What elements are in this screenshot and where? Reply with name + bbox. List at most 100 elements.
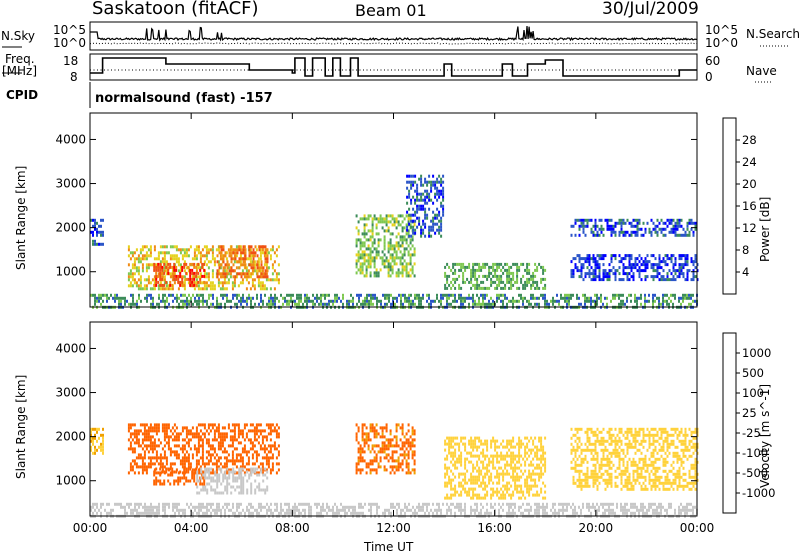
heatmap-cell (624, 472, 627, 476)
heatmap-cell (574, 460, 577, 464)
heatmap-cell (381, 447, 384, 451)
heatmap-cell (626, 430, 629, 434)
heatmap-cell (249, 447, 252, 451)
heatmap-cell (171, 283, 174, 287)
heatmap-cell (444, 457, 447, 461)
heatmap-cell (246, 272, 249, 276)
heatmap-cell (674, 272, 677, 276)
heatmap-cell (628, 475, 631, 479)
heatmap-cell (248, 296, 250, 300)
heatmap-cell (383, 253, 386, 257)
heatmap-cell (578, 218, 581, 222)
heatmap-cell (195, 459, 198, 463)
heatmap-cell (261, 284, 264, 288)
heatmap-cell (430, 183, 433, 187)
heatmap-cell (389, 220, 392, 224)
heatmap-cell (612, 439, 615, 443)
heatmap-cell (452, 457, 455, 461)
heatmap-cell (241, 281, 244, 285)
heatmap-cell (269, 278, 272, 282)
heatmap-cell (420, 234, 423, 238)
heatmap-cell (397, 465, 400, 469)
heatmap-cell (233, 260, 236, 264)
heatmap-cell (222, 254, 225, 258)
heatmap-cell (205, 284, 208, 288)
heatmap-cell (185, 266, 188, 270)
heatmap-cell (229, 468, 232, 472)
heatmap-cell (628, 221, 631, 225)
heatmap-cell (133, 263, 136, 267)
heatmap-cell (183, 269, 186, 273)
heatmap-cell (163, 283, 166, 287)
heatmap-cell (614, 448, 617, 452)
heatmap-cell (450, 442, 453, 446)
heatmap-cell (502, 472, 505, 476)
heatmap-cell (662, 278, 665, 282)
heatmap-cell (328, 293, 330, 297)
heatmap-cell (391, 450, 394, 454)
heatmap-cell (191, 453, 194, 457)
heatmap-cell (460, 460, 463, 464)
heatmap-cell (470, 277, 473, 281)
heatmap-cell (448, 283, 451, 287)
heatmap-cell (199, 280, 202, 284)
heatmap-cell (464, 487, 467, 491)
heatmap-cell (377, 274, 380, 278)
heatmap-cell (640, 296, 642, 300)
heatmap-cell (145, 278, 148, 282)
heatmap-cell (413, 468, 416, 472)
heatmap-cell (616, 475, 619, 479)
heatmap-cell (586, 427, 589, 431)
heatmap-cell (518, 466, 521, 470)
heatmap-cell (352, 296, 354, 300)
heatmap-cell (235, 438, 238, 442)
heatmap-cell (672, 254, 675, 258)
heatmap-cell (644, 260, 647, 264)
heatmap-cell (92, 451, 94, 455)
heatmap-cell (173, 470, 176, 474)
heatmap-cell (422, 192, 425, 196)
heatmap-cell (488, 299, 490, 303)
heatmap-cell (256, 293, 258, 297)
heatmap-cell (448, 496, 451, 500)
heatmap-cell (516, 490, 519, 494)
heatmap-cell (237, 435, 240, 439)
heatmap-cell (363, 274, 366, 278)
heatmap-cell (250, 473, 253, 477)
heatmap-cell (586, 460, 589, 464)
heatmap-cell (225, 465, 228, 469)
heatmap-cell (622, 257, 625, 261)
heatmap-cell (211, 272, 214, 276)
heatmap-cell (369, 235, 372, 239)
heatmap-cell (260, 488, 263, 492)
heatmap-cell (534, 493, 537, 497)
heatmap-cell (544, 484, 547, 488)
noise-left-tick-top: 10^5 (53, 23, 86, 37)
heatmap-cell (476, 493, 479, 497)
heatmap-cell (308, 299, 310, 303)
heatmap-cell (225, 450, 228, 454)
heatmap-cell (508, 463, 511, 467)
heatmap-cell (412, 225, 415, 229)
heatmap-cell (213, 263, 216, 267)
heatmap-cell (371, 447, 374, 451)
heatmap-cell (562, 296, 564, 300)
heatmap-cell (131, 465, 134, 469)
heatmap-cell (454, 451, 457, 455)
heatmap-cell (224, 293, 226, 297)
heatmap-cell (660, 230, 663, 234)
heatmap-cell (169, 280, 172, 284)
heatmap-cell (416, 216, 419, 220)
heatmap-cell (116, 296, 118, 300)
heatmap-cell (470, 436, 473, 440)
heatmap-cell (397, 232, 400, 236)
heatmap-cell (242, 251, 245, 255)
heatmap-cell (409, 253, 412, 257)
heatmap-cell (250, 251, 253, 255)
heatmap-cell (620, 260, 623, 264)
heatmap-cell (592, 457, 595, 461)
heatmap-cell (243, 438, 246, 442)
heatmap-cell (241, 462, 244, 466)
heatmap-cell (215, 462, 218, 466)
heatmap-cell (480, 481, 483, 485)
